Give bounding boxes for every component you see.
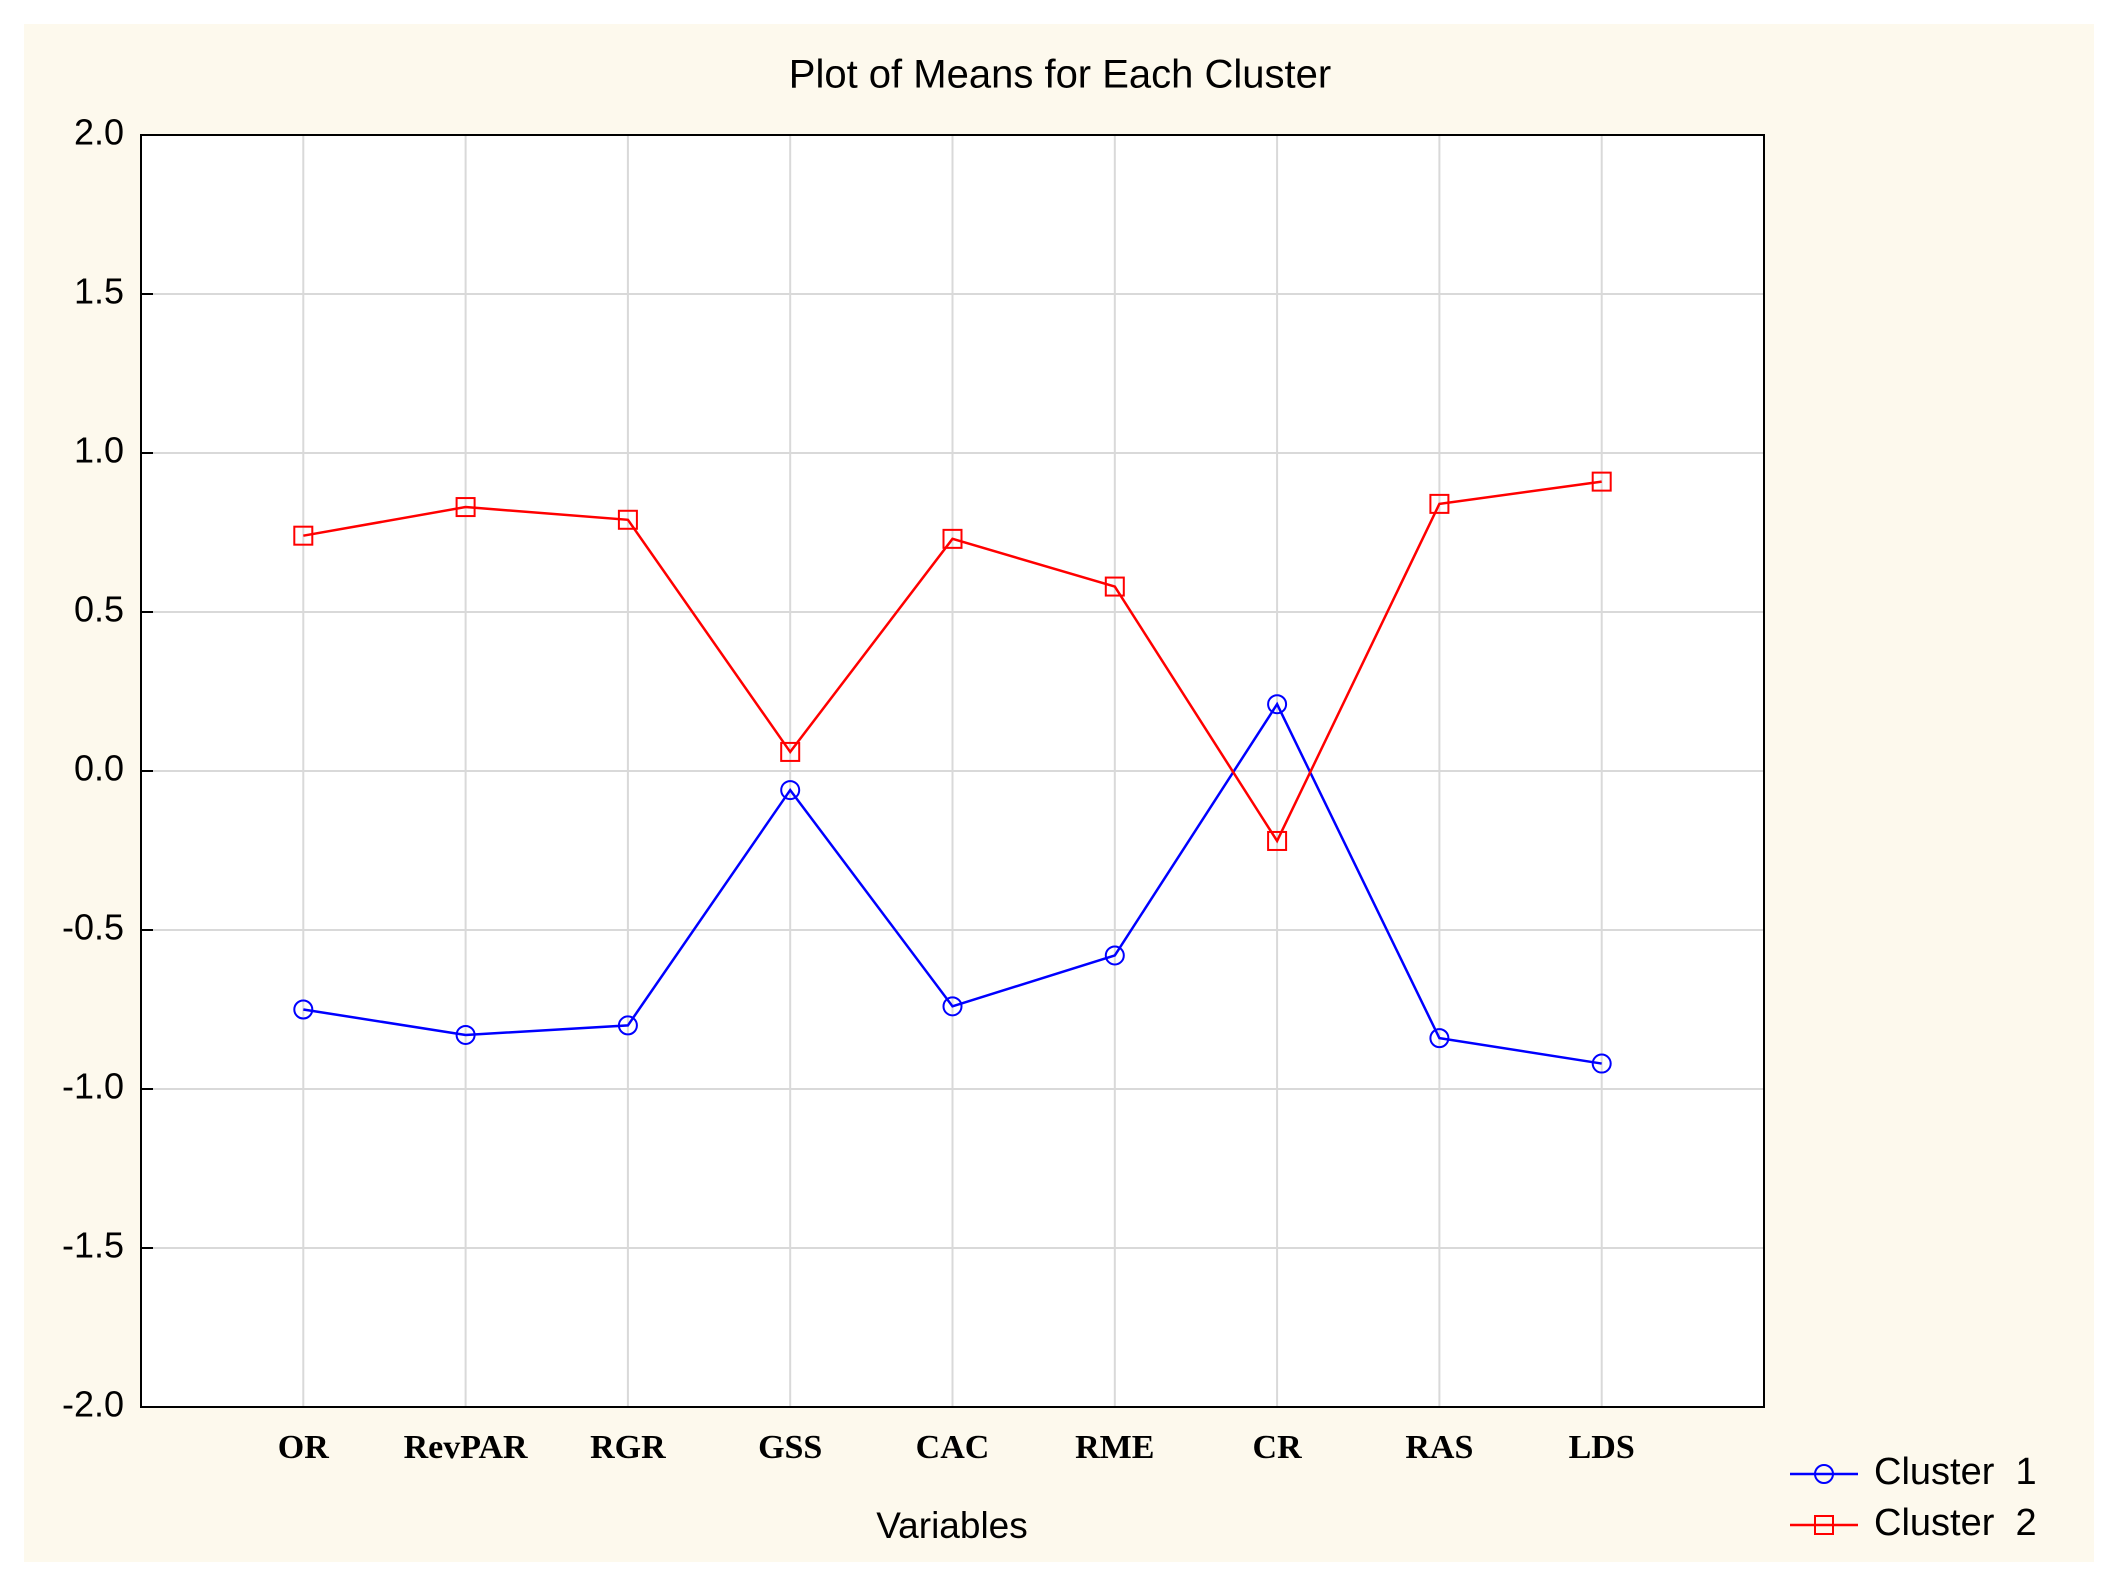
- y-tick-label: 0.5: [74, 589, 124, 630]
- x-tick-label: CAC: [916, 1429, 990, 1466]
- y-tick-label: 1.5: [74, 271, 124, 312]
- data-point: [1104, 576, 1125, 597]
- chart-title: Plot of Means for Each Cluster: [789, 53, 1331, 97]
- data-point: [1104, 945, 1125, 966]
- x-tick-label: OR: [278, 1429, 329, 1466]
- legend-marker: [1814, 1515, 1834, 1535]
- series-line: [303, 701, 1602, 1065]
- data-point: [1267, 694, 1288, 715]
- x-tick-label: RevPAR: [404, 1429, 528, 1466]
- y-tick-label: -1.5: [62, 1225, 124, 1266]
- x-axis-label: Variables: [876, 1505, 1028, 1546]
- data-point: [1267, 830, 1288, 851]
- data-point: [617, 1015, 638, 1036]
- data-point: [942, 528, 963, 549]
- data-point: [455, 497, 476, 518]
- y-tick-label: -0.5: [62, 907, 124, 948]
- x-tick-label: CR: [1253, 1429, 1303, 1466]
- legend-marker: [1814, 1464, 1834, 1484]
- data-point: [455, 1024, 476, 1045]
- data-point: [617, 509, 638, 530]
- x-tick-label: GSS: [758, 1429, 822, 1466]
- legend-label: Cluster 1: [1874, 1451, 2037, 1493]
- data-point: [780, 780, 801, 801]
- data-point: [293, 999, 314, 1020]
- legend-label: Cluster 2: [1874, 1502, 2037, 1544]
- data-point: [1591, 1053, 1612, 1074]
- x-tick-label: RME: [1075, 1429, 1154, 1466]
- data-point: [780, 741, 801, 762]
- y-tick-label: 1.0: [74, 430, 124, 471]
- data-point: [1429, 493, 1450, 514]
- data-point: [293, 525, 314, 546]
- data-point: [1591, 471, 1612, 492]
- y-tick-label: 2.0: [74, 112, 124, 153]
- data-point: [942, 996, 963, 1017]
- y-tick-label: 0.0: [74, 748, 124, 789]
- series-line: [303, 480, 1602, 844]
- y-tick-label: -2.0: [62, 1384, 124, 1425]
- x-tick-label: LDS: [1569, 1429, 1635, 1466]
- data-point: [1429, 1028, 1450, 1049]
- x-tick-label: RGR: [590, 1429, 666, 1466]
- y-tick-label: -1.0: [62, 1066, 124, 1107]
- x-tick-label: RAS: [1405, 1429, 1473, 1466]
- plot-frame: [140, 134, 1765, 1408]
